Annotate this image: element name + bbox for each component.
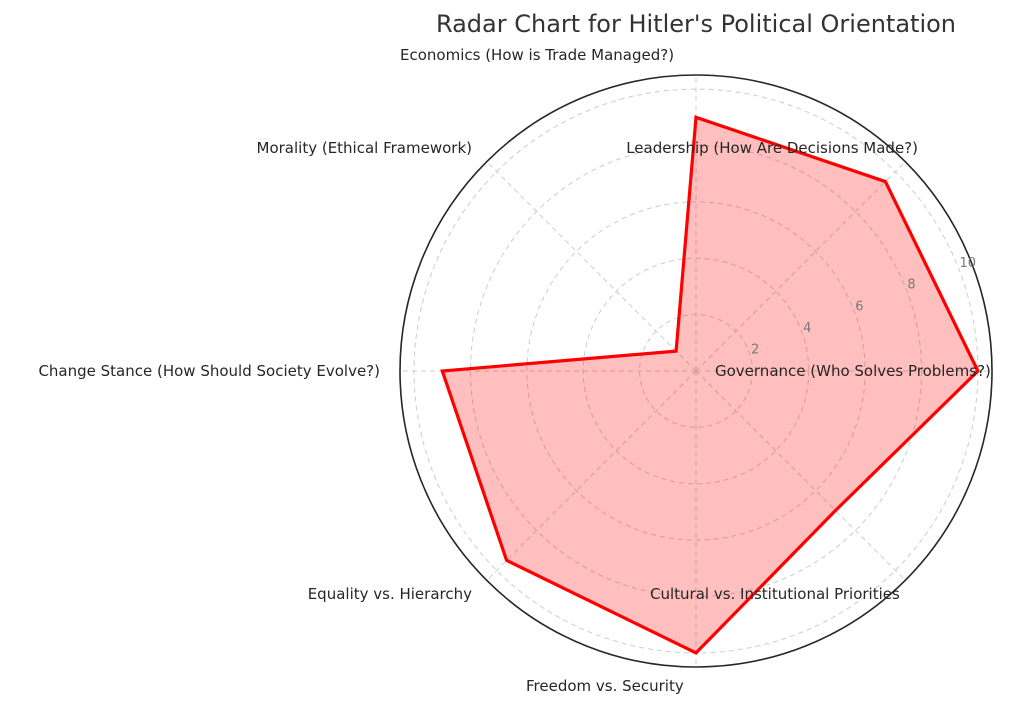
grid-spoke-1 bbox=[695, 161, 906, 372]
grid-spoke-7 bbox=[695, 370, 906, 581]
radial-tick-label: 10 bbox=[959, 256, 976, 271]
radial-tick-label: 4 bbox=[803, 321, 811, 336]
grid-spoke-5 bbox=[486, 370, 697, 581]
axis-labels: Governance (Who Solves Problems?) Leaders… bbox=[38, 46, 990, 695]
grid-ring-6 bbox=[526, 201, 866, 541]
chart-title: Radar Chart for Hitler's Political Orien… bbox=[436, 10, 956, 38]
axis-label-4: Change Stance (How Should Society Evolve… bbox=[38, 362, 380, 380]
axis-label-1: Leadership (How Are Decisions Made?) bbox=[626, 139, 918, 157]
radial-tick-label: 8 bbox=[907, 278, 915, 293]
radial-tick-label: 6 bbox=[855, 299, 863, 314]
series-layer bbox=[440, 115, 980, 655]
grid-spoke-3 bbox=[486, 161, 697, 372]
radial-tick-label: 2 bbox=[751, 342, 759, 357]
grid-layer bbox=[399, 74, 993, 668]
axis-label-3: Morality (Ethical Framework) bbox=[257, 139, 473, 157]
radial-tick-labels: 2 4 6 8 10 bbox=[751, 256, 976, 357]
axis-label-6: Freedom vs. Security bbox=[526, 677, 684, 695]
axis-label-5: Equality vs. Hierarchy bbox=[308, 585, 472, 603]
axis-label-0: Governance (Who Solves Problems?) bbox=[715, 362, 991, 380]
axis-label-2: Economics (How is Trade Managed?) bbox=[400, 46, 674, 64]
series-polygon-0 bbox=[440, 115, 980, 655]
polar-frame bbox=[399, 74, 993, 668]
axis-label-7: Cultural vs. Institutional Priorities bbox=[650, 585, 900, 603]
